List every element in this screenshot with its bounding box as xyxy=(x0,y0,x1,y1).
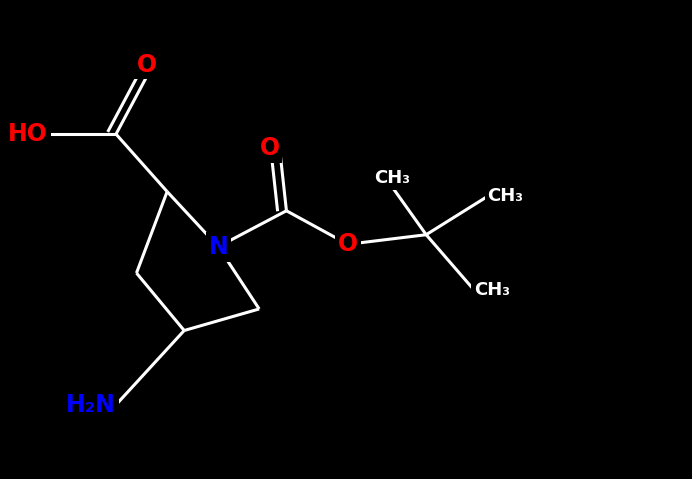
Text: CH₃: CH₃ xyxy=(474,281,510,299)
Text: N: N xyxy=(208,235,228,259)
Text: O: O xyxy=(136,53,157,77)
Text: HO: HO xyxy=(8,122,48,146)
Text: CH₃: CH₃ xyxy=(374,169,410,187)
Text: O: O xyxy=(338,232,358,256)
Text: CH₃: CH₃ xyxy=(487,187,524,205)
Text: H₂N: H₂N xyxy=(66,393,116,417)
Text: O: O xyxy=(260,137,280,160)
